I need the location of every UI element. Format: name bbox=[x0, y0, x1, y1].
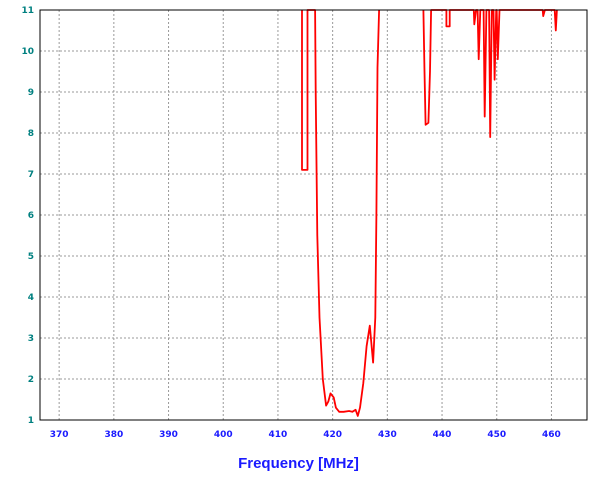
x-tick-label: 420 bbox=[323, 430, 342, 440]
y-tick-label: 8 bbox=[28, 129, 34, 139]
y-tick-label: 3 bbox=[28, 334, 34, 344]
y-tick-label: 11 bbox=[21, 6, 34, 16]
y-tick-label: 10 bbox=[21, 47, 34, 57]
y-tick-label: 9 bbox=[28, 88, 34, 98]
y-tick-label: 1 bbox=[28, 416, 34, 426]
y-tick-label: 5 bbox=[28, 252, 34, 262]
x-axis-label: Frequency [MHz] bbox=[0, 455, 597, 472]
y-tick-label: 7 bbox=[28, 170, 34, 180]
x-tick-label: 390 bbox=[159, 430, 178, 440]
x-tick-label: 430 bbox=[378, 430, 397, 440]
y-axis-ticks: 1 2 3 4 5 6 7 8 9 10 11 bbox=[21, 6, 34, 426]
x-tick-label: 410 bbox=[269, 430, 288, 440]
x-tick-label: 370 bbox=[50, 430, 69, 440]
y-tick-label: 4 bbox=[28, 293, 34, 303]
x-tick-label: 400 bbox=[214, 430, 233, 440]
x-axis-ticks: 370 380 390 400 410 420 430 440 450 460 bbox=[50, 430, 561, 440]
x-tick-label: 440 bbox=[433, 430, 452, 440]
x-tick-label: 450 bbox=[487, 430, 506, 440]
y-tick-label: 6 bbox=[28, 211, 34, 221]
y-tick-label: 2 bbox=[28, 375, 34, 385]
x-tick-label: 460 bbox=[542, 430, 561, 440]
x-tick-label: 380 bbox=[104, 430, 123, 440]
